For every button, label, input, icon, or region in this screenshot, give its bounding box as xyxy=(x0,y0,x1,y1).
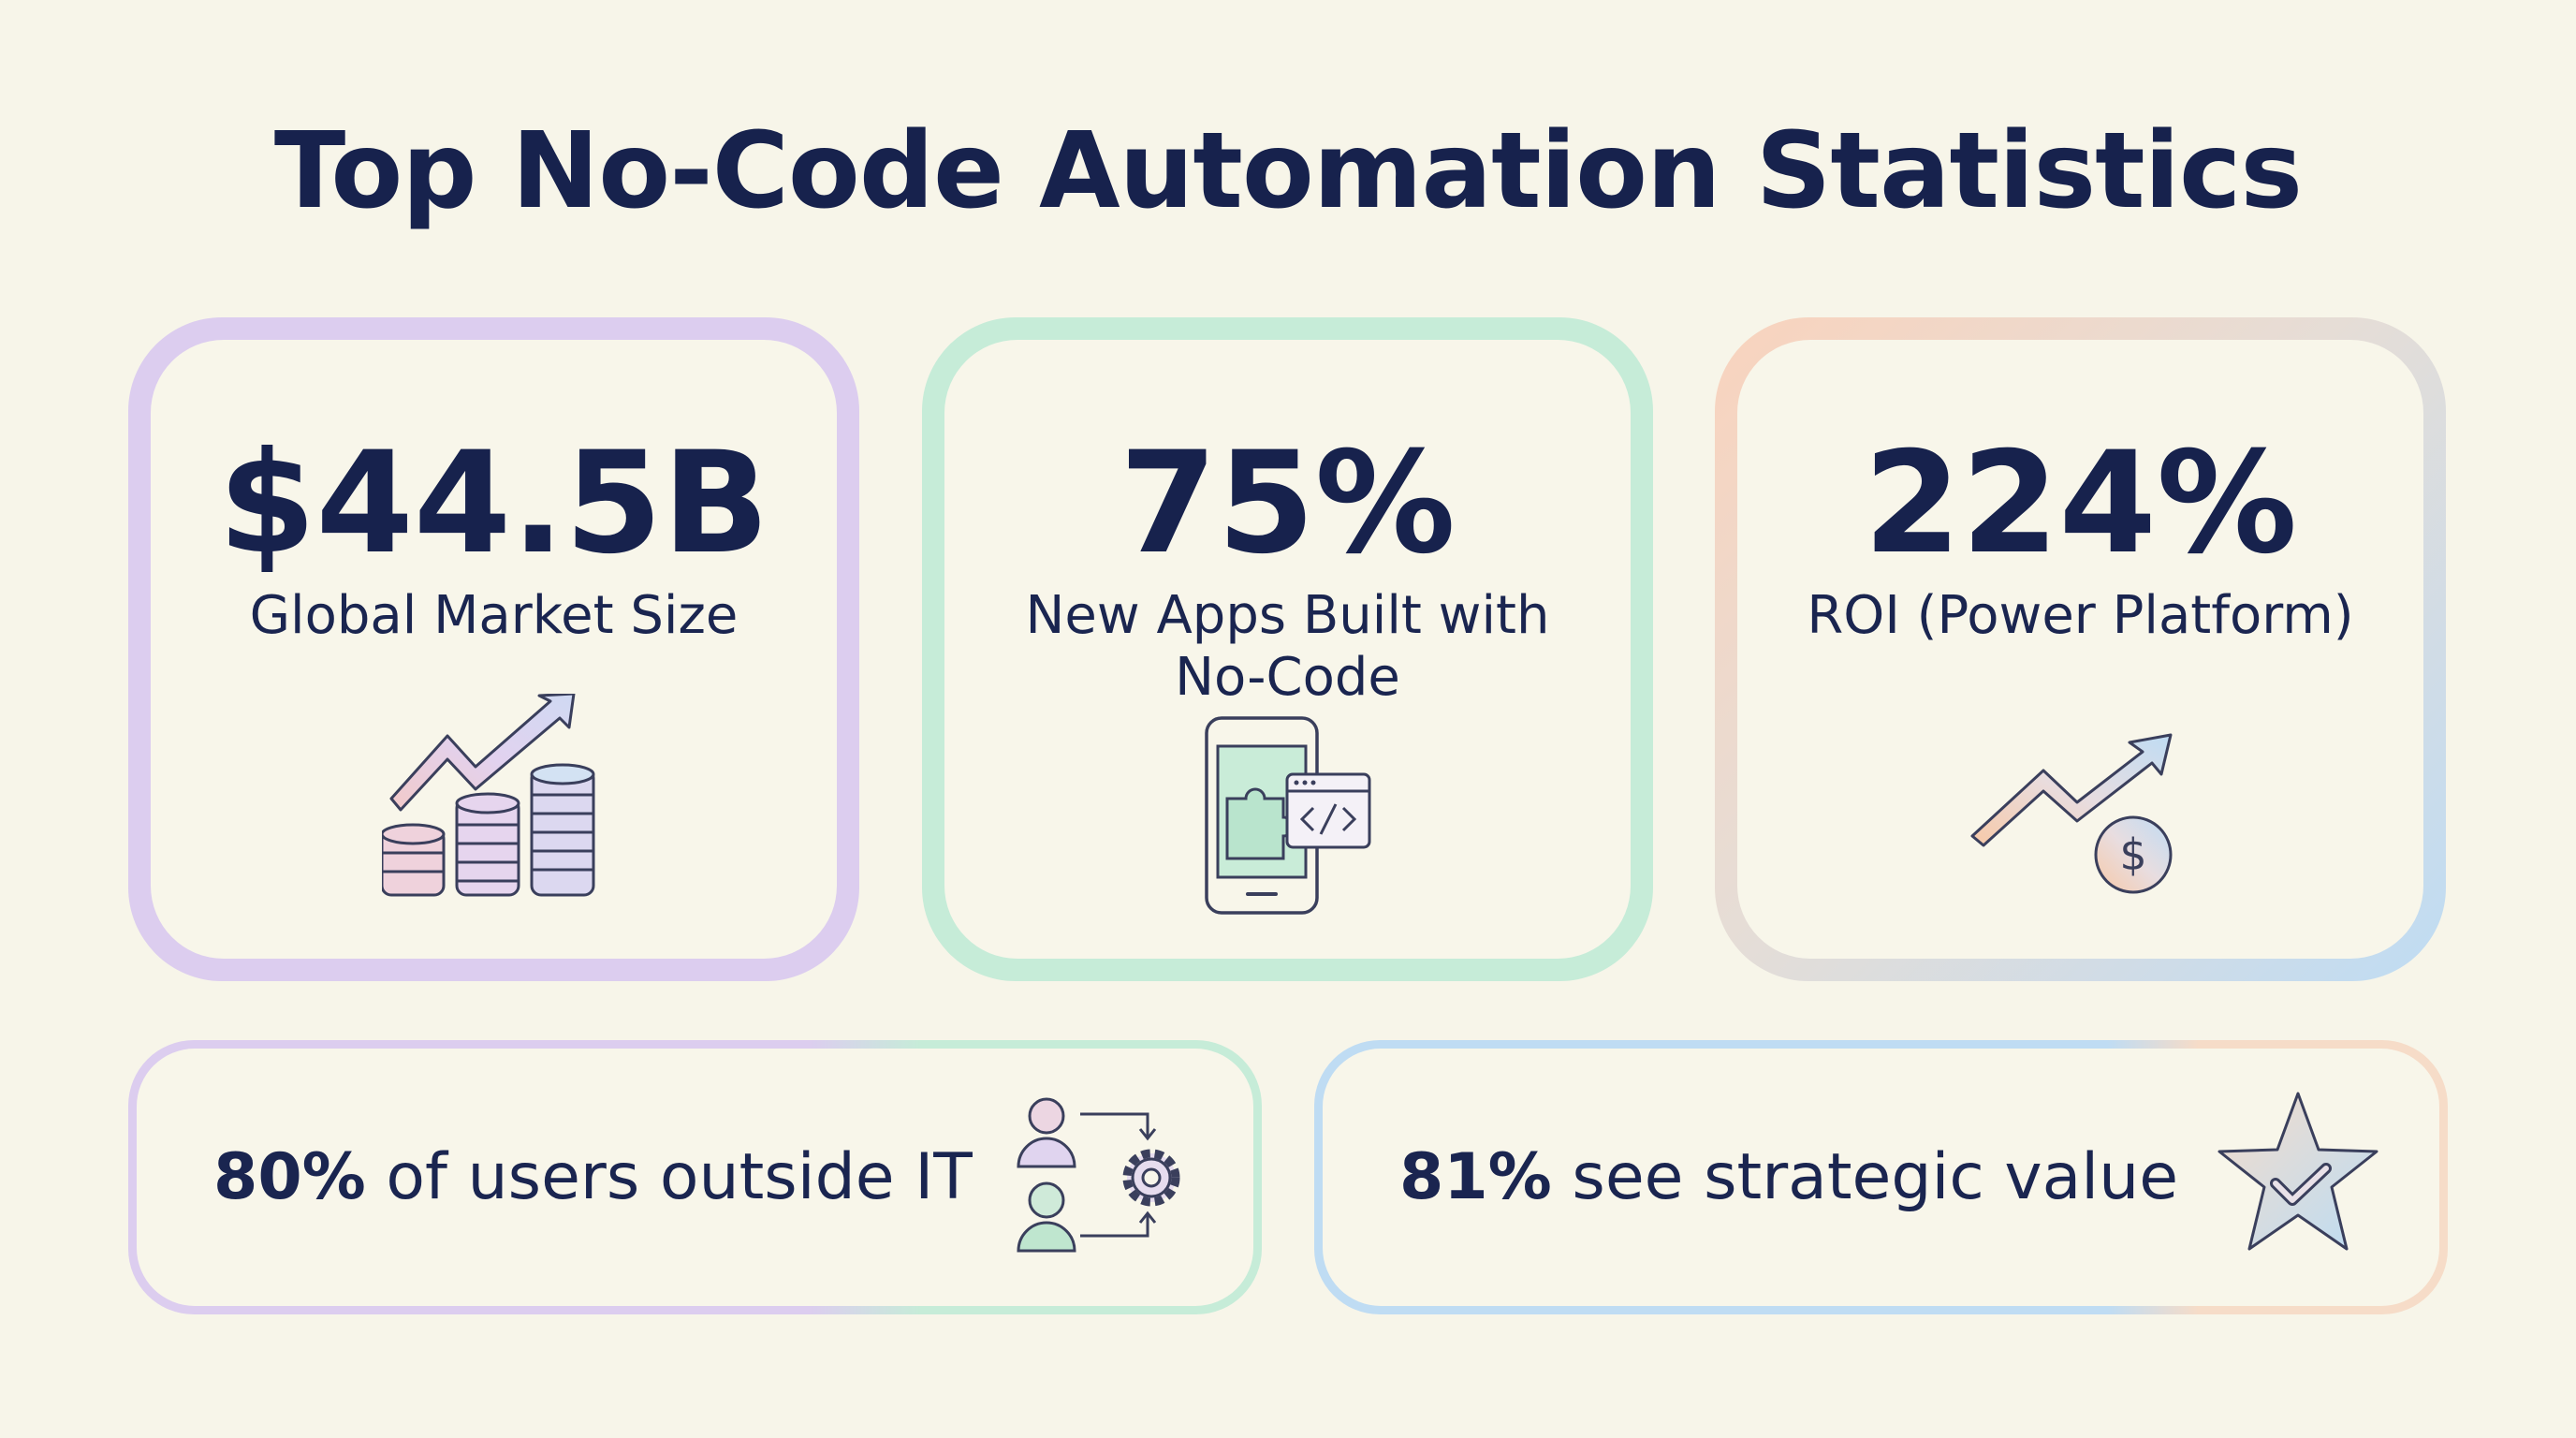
star-check-icon xyxy=(2217,1092,2378,1251)
stat-card-roi: 224% ROI (Power Platform) $ xyxy=(1715,317,2446,981)
stat-label-line1: New Apps Built with xyxy=(1025,585,1550,646)
stat-card-market-size: $44.5B Global Market Size xyxy=(128,317,859,981)
stat-value: $44.5B xyxy=(218,422,769,585)
coins-growth-icon xyxy=(381,694,594,897)
stat-description: see strategic value xyxy=(1572,1140,2179,1214)
stat-label: Global Market Size xyxy=(249,585,739,646)
mobile-app-code-icon xyxy=(1204,716,1370,915)
roi-arrow-dollar-icon: $ xyxy=(1970,733,2172,894)
stat-value: 224% xyxy=(1863,422,2298,585)
page-title: Top No-Code Automation Statistics xyxy=(273,110,2303,232)
stat-value: 81% xyxy=(1399,1140,1552,1214)
svg-text:$: $ xyxy=(2119,829,2146,880)
users-workflow-gear-icon xyxy=(1017,1097,1180,1253)
stat-text: 81% see strategic value xyxy=(1399,1140,2178,1215)
stat-value: 80% xyxy=(213,1140,366,1214)
stat-label: New Apps Built with No-Code xyxy=(944,585,1631,709)
stat-text: 80% of users outside IT xyxy=(213,1140,973,1215)
stat-value: 75% xyxy=(1119,422,1456,585)
stat-card-new-apps: 75% New Apps Built with No-Code xyxy=(922,317,1653,981)
stat-description: of users outside IT xyxy=(386,1140,973,1214)
stat-label: ROI (Power Platform) xyxy=(1807,585,2354,646)
stat-label-line2: No-Code xyxy=(1175,647,1400,708)
stat-card-strategic-value: 81% see strategic value xyxy=(1314,1040,2448,1314)
stat-card-users-outside-it: 80% of users outside IT xyxy=(128,1040,1262,1314)
